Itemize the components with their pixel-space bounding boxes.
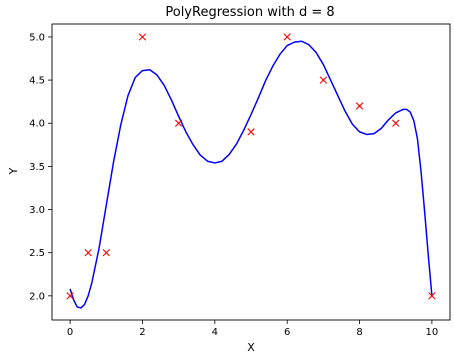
data-point-marker xyxy=(138,33,147,41)
data-point-marker xyxy=(102,248,110,257)
y-tick-label: 3.0 xyxy=(29,205,45,216)
data-point-marker xyxy=(174,119,183,127)
x-tick-label: 0 xyxy=(67,327,73,338)
y-tick-label: 3.5 xyxy=(29,162,45,173)
y-axis-ticks: 2.0 2.5 3.0 3.5 4.0 4.5 5.0 xyxy=(29,32,52,302)
data-point-marker xyxy=(319,76,328,84)
data-point-marker xyxy=(355,102,364,110)
y-axis-label: Y xyxy=(7,167,20,175)
series-layer xyxy=(66,33,436,309)
x-axis-label: X xyxy=(247,341,255,354)
x-axis-ticks: 0 2 4 6 8 10 xyxy=(67,320,438,338)
data-point-marker xyxy=(66,292,74,300)
y-tick-label: 2.5 xyxy=(29,248,45,259)
data-point-marker xyxy=(392,119,400,127)
x-tick-label: 2 xyxy=(139,327,145,338)
y-tick-label: 4.5 xyxy=(29,76,45,87)
y-tick-label: 2.0 xyxy=(29,291,45,302)
y-tick-label: 5.0 xyxy=(29,32,45,43)
y-tick-label: 4.0 xyxy=(29,119,45,130)
x-tick-label: 8 xyxy=(356,327,362,338)
fit-curve-line xyxy=(69,40,433,309)
data-point-marker xyxy=(84,248,92,257)
x-tick-label: 4 xyxy=(212,327,218,338)
data-point-marker xyxy=(247,128,255,136)
chart-title: PolyRegression with d = 8 xyxy=(165,5,334,20)
data-point-marker xyxy=(428,292,436,300)
x-tick-label: 6 xyxy=(284,327,290,338)
plot-area-frame xyxy=(51,23,451,321)
data-point-marker xyxy=(283,33,291,41)
x-tick-label: 10 xyxy=(426,327,439,338)
